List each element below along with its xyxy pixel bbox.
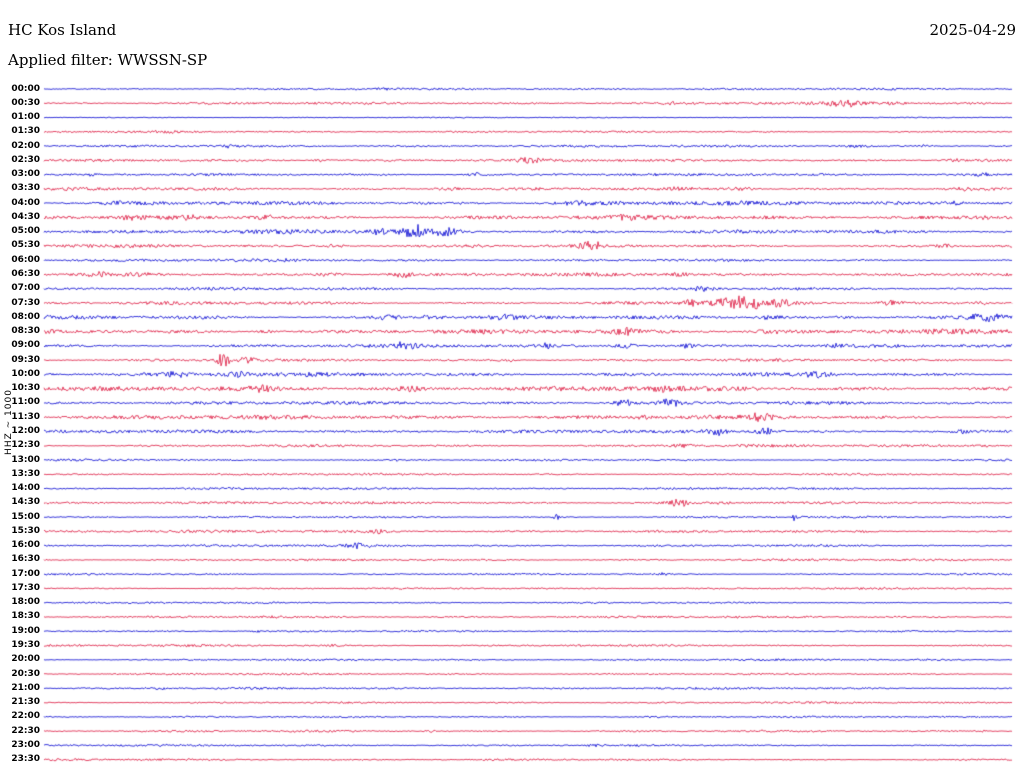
time-label: 11:30 (11, 411, 40, 422)
time-label: 20:30 (11, 668, 40, 679)
time-label: 13:00 (11, 454, 40, 465)
time-label: 10:30 (11, 383, 40, 394)
time-label: 21:00 (11, 682, 40, 693)
time-label: 21:30 (11, 697, 40, 708)
time-label: 01:30 (11, 126, 40, 137)
time-label: 07:30 (11, 297, 40, 308)
time-label: 11:00 (11, 397, 40, 408)
time-label: 23:00 (11, 739, 40, 750)
time-label: 20:00 (11, 654, 40, 665)
time-label: 13:30 (11, 468, 40, 479)
time-label: 18:30 (11, 611, 40, 622)
time-label: 17:00 (11, 568, 40, 579)
time-label: 22:00 (11, 711, 40, 722)
time-label: 02:30 (11, 154, 40, 165)
time-label: 06:00 (11, 254, 40, 265)
time-label: 08:30 (11, 326, 40, 337)
time-label: 23:30 (11, 754, 40, 765)
time-label: 04:30 (11, 211, 40, 222)
time-label: 16:00 (11, 540, 40, 551)
time-label: 09:00 (11, 340, 40, 351)
time-label: 00:30 (11, 97, 40, 108)
time-label: 04:00 (11, 197, 40, 208)
time-label: 05:30 (11, 240, 40, 251)
time-label: 07:00 (11, 283, 40, 294)
time-label: 06:30 (11, 269, 40, 279)
time-label: 08:00 (11, 311, 40, 322)
time-label: 00:00 (11, 83, 40, 94)
time-label: 19:30 (11, 640, 40, 651)
time-label: 14:30 (11, 497, 40, 508)
time-label: 02:00 (11, 140, 40, 151)
time-label: 17:30 (11, 582, 40, 593)
time-label: 15:00 (11, 511, 40, 522)
time-label: 01:00 (11, 112, 40, 123)
time-label: 05:00 (11, 226, 40, 237)
time-label: 12:00 (11, 425, 40, 436)
time-label: 14:00 (11, 483, 40, 494)
time-label: 03:00 (11, 169, 40, 180)
time-label: 10:00 (11, 368, 40, 379)
time-label: 19:00 (11, 625, 40, 636)
time-label: 18:00 (11, 597, 40, 608)
time-label: 15:30 (11, 525, 40, 536)
time-label: 09:30 (11, 354, 40, 365)
time-label: 22:30 (11, 725, 40, 736)
time-label: 12:30 (11, 440, 40, 451)
time-label: 16:30 (11, 554, 40, 565)
time-label: 03:30 (11, 183, 40, 194)
